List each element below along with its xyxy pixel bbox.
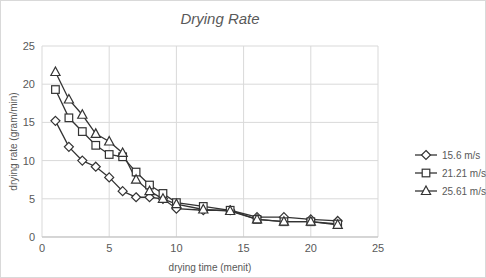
point-marker [92,142,100,150]
legend-label: 25.61 m/s [442,186,486,197]
legend-marker [422,169,430,177]
data-group [51,67,342,228]
x-grid-line [378,46,379,237]
x-tick-label: 15 [237,242,249,254]
point-marker [118,148,127,157]
x-axis-line [42,237,378,238]
x-tick-label: 25 [372,242,384,254]
x-grid-line [243,46,244,237]
point-marker [52,86,60,94]
point-marker [79,128,87,136]
point-marker [91,129,100,138]
point-marker [226,206,234,214]
y-grid-line [42,122,378,123]
point-marker [279,217,288,226]
legend-marker [422,151,431,160]
y-grid-line [42,237,378,238]
point-marker [64,142,73,151]
series-line [55,90,337,224]
point-marker [131,175,140,184]
y-tick-label: 0 [29,231,35,243]
x-axis-label: drying time (menit) [169,262,252,273]
legend-label: 15.6 m/s [442,150,480,161]
point-marker [199,204,208,213]
point-marker [105,173,114,182]
x-tick-label: 0 [39,242,45,254]
point-marker [226,206,235,215]
x-grid-line [310,46,311,237]
point-marker [65,114,73,122]
y-tick-label: 15 [23,116,35,128]
point-marker [51,67,60,76]
point-marker [158,194,167,203]
title: Drying Rate [180,10,259,27]
y-axis-label: drying rate (gram/min) [8,92,19,190]
x-tick-label: 20 [305,242,317,254]
point-marker [145,186,154,195]
y-grid-line [42,84,378,85]
y-tick-label: 10 [23,155,35,167]
y-tick-label: 5 [29,193,35,205]
legend-marker [421,186,430,195]
chart-frame [1,1,486,278]
point-marker [252,214,261,223]
point-marker [78,156,87,165]
point-marker [172,199,181,208]
series-line [55,72,337,225]
point-marker [132,193,141,202]
x-tick-label: 5 [106,242,112,254]
x-tick-label: 10 [170,242,182,254]
point-marker [333,220,342,229]
grid [42,46,378,237]
point-marker [105,137,114,146]
x-grid-line [42,46,43,237]
point-marker [78,110,87,119]
point-marker [91,162,100,171]
y-tick-label: 20 [23,78,35,90]
chart: 0 5 10 15 20 25 0 5 10 15 20 25 Drying Rate drying ti… [0,0,486,278]
point-marker [105,151,113,159]
point-marker [226,206,235,215]
point-marker [64,94,73,103]
point-marker [118,187,127,196]
point-marker [51,116,60,125]
legend-label: 21.21 m/s [442,168,486,179]
point-marker [306,217,315,226]
y-grid-line [42,198,378,199]
legend: 15.6 m/s 21.21 m/s 25.61 m/s [415,150,486,197]
y-grid-line [42,160,378,161]
y-tick-label: 25 [23,40,35,52]
point-marker [334,220,342,228]
y-grid-line [42,46,378,47]
